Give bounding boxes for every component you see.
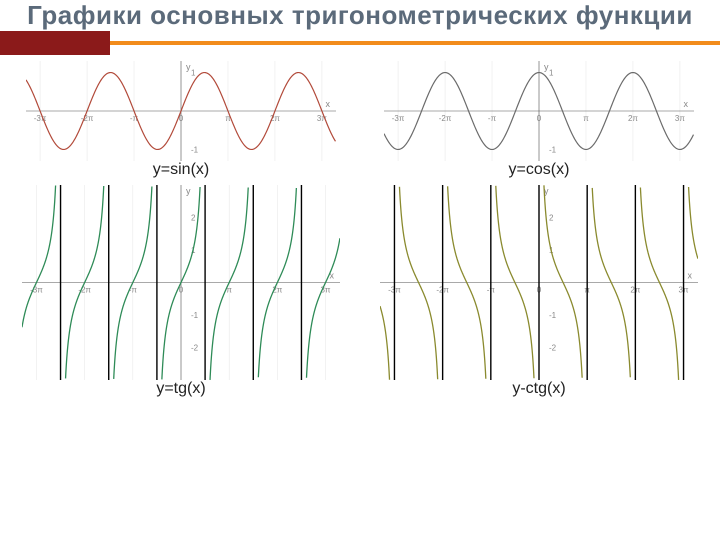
svg-text:2: 2 [549, 214, 554, 223]
svg-text:0: 0 [537, 114, 542, 123]
svg-text:-1: -1 [191, 311, 199, 320]
caption-ctg: y-ctg(x) [512, 380, 565, 398]
chart-cos: -3π -2π -π 0 π 2π 3π -1 1 x y [384, 61, 694, 161]
panel-ctg: -3π-2π-π0π2π3π-2-112xy y-ctg(x) [380, 185, 698, 398]
page-title: Графики основных тригонометрических функ… [0, 0, 720, 31]
svg-text:x: x [688, 271, 693, 281]
svg-text:-π: -π [488, 114, 497, 123]
accent-bar [0, 31, 720, 55]
accent-line [110, 41, 720, 45]
caption-cos: y=cos(x) [509, 161, 570, 179]
panel-tg: -3π-2π-π0π2π3π-2-112xy y=tg(x) [22, 185, 340, 398]
chart-sin: -3π-2π-π0π2π3π-11xy [26, 61, 336, 161]
svg-text:-1: -1 [191, 145, 199, 154]
svg-text:-2π: -2π [439, 114, 452, 123]
chart-grid: -3π -2π -π 0 π 2π 3π -1 1 x y y=sin(x) -3π -2π -π 0 π 2… [0, 55, 720, 398]
svg-text:π: π [583, 114, 589, 123]
svg-text:y: y [186, 62, 191, 72]
panel-cos: -3π -2π -π 0 π 2π 3π -1 1 x y y=cos(x) [380, 61, 698, 179]
panel-sin: -3π-2π-π0π2π3π-11xy y=sin(x) [22, 61, 340, 179]
caption-sin: y=sin(x) [153, 161, 209, 179]
svg-text:-1: -1 [549, 311, 557, 320]
svg-text:2π: 2π [628, 114, 638, 123]
svg-text:x: x [684, 99, 689, 109]
svg-text:-2: -2 [549, 344, 557, 353]
chart-tg: -3π-2π-π0π2π3π-2-112xy [22, 185, 340, 380]
svg-text:1: 1 [191, 69, 196, 78]
svg-text:-1: -1 [549, 145, 557, 154]
svg-text:-3π: -3π [392, 114, 405, 123]
svg-text:1: 1 [549, 69, 554, 78]
svg-text:3π: 3π [675, 114, 685, 123]
svg-text:-2: -2 [191, 344, 199, 353]
svg-text:y: y [186, 186, 191, 196]
svg-text:y: y [544, 62, 549, 72]
svg-text:x: x [326, 99, 331, 109]
caption-tg: y=tg(x) [156, 380, 205, 398]
chart-ctg: -3π-2π-π0π2π3π-2-112xy [380, 185, 698, 380]
accent-block [0, 31, 110, 55]
svg-text:2: 2 [191, 214, 196, 223]
